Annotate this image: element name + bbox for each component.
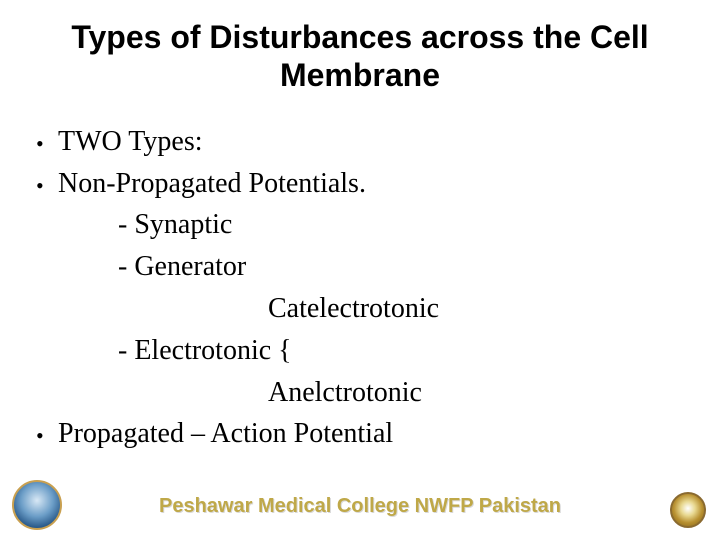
body-text: Propagated – Action Potential [58,415,710,453]
body-line: Non-Propagated Potentials. [30,165,710,203]
bullet-icon [30,415,58,453]
body-line: - Synaptic [30,206,710,244]
body-text: Non-Propagated Potentials. [58,165,710,203]
slide-footer: Peshawar Medical College NWFP Pakistan [0,495,720,518]
body-line: TWO Types: [30,123,710,161]
college-logo-left-icon [12,480,62,530]
body-text: - Generator [58,248,710,286]
body-line: Anelctrotonic [30,374,710,412]
body-text: - Electrotonic { [58,332,710,370]
body-line: Propagated – Action Potential [30,415,710,453]
body-line: Catelectrotonic [30,290,710,328]
bullet-icon [30,165,58,203]
slide-body: TWO Types: Non-Propagated Potentials. - … [0,105,720,453]
body-text: - Synaptic [58,206,710,244]
slide-title: Types of Disturbances across the Cell Me… [0,0,720,105]
body-line: - Generator [30,248,710,286]
body-text: Catelectrotonic [58,290,710,328]
body-text: TWO Types: [58,123,710,161]
college-logo-right-icon [670,492,706,528]
body-line: - Electrotonic { [30,332,710,370]
bullet-icon [30,123,58,161]
body-text: Anelctrotonic [58,374,710,412]
